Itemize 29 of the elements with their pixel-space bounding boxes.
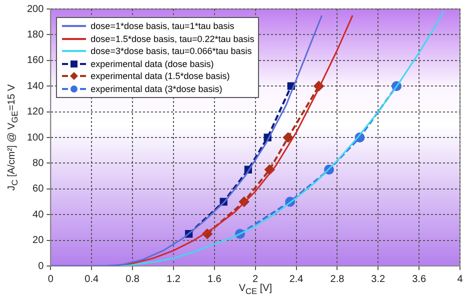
- y-tick-label: 40: [32, 209, 44, 220]
- y-tick-label: 60: [32, 184, 44, 195]
- x-tick-label: 1.6: [207, 274, 222, 285]
- x-tick-label: 2.4: [289, 274, 304, 285]
- y-tick-label: 200: [26, 4, 44, 15]
- x-tick-label: 1.2: [166, 274, 181, 285]
- x-axis-title: V$_{CE}$ [V]: [238, 283, 272, 296]
- x-tick-label: 3.2: [371, 274, 386, 285]
- y-tick-label: 140: [26, 80, 44, 92]
- x-tick-label: 0: [48, 274, 54, 285]
- y-tick-label: 160: [26, 55, 44, 66]
- x-tick-label: 2: [252, 274, 259, 285]
- y-tick-label: 120: [26, 106, 44, 118]
- legend-label: dose=1.5*dose basis, tau=0.22*tau basis: [90, 32, 254, 45]
- legend-label: experimental data (1.5*dose basis): [90, 70, 230, 82]
- y-tick-label: 80: [32, 158, 44, 169]
- y-tick-label: 100: [26, 132, 44, 144]
- x-tick-label: 4: [457, 274, 464, 285]
- x-tick-label: 0.4: [84, 274, 100, 285]
- legend-label: dose=1*dose basis, tau=1*tau basis: [90, 20, 234, 32]
- legend-label: dose=3*dose basis, tau=0.066*tau basis: [90, 45, 252, 58]
- x-tick-label: 2.8: [330, 274, 345, 285]
- x-tick-label: 3.6: [412, 274, 426, 285]
- legend-label: experimental data (dose basis): [90, 58, 214, 70]
- x-tick-label: 0.8: [126, 274, 140, 285]
- y-tick-label: 0: [38, 260, 44, 272]
- legend-label: experimental data (3*dose basis): [90, 82, 222, 95]
- y-tick-label: 180: [26, 29, 44, 40]
- y-tick-label: 20: [32, 235, 44, 246]
